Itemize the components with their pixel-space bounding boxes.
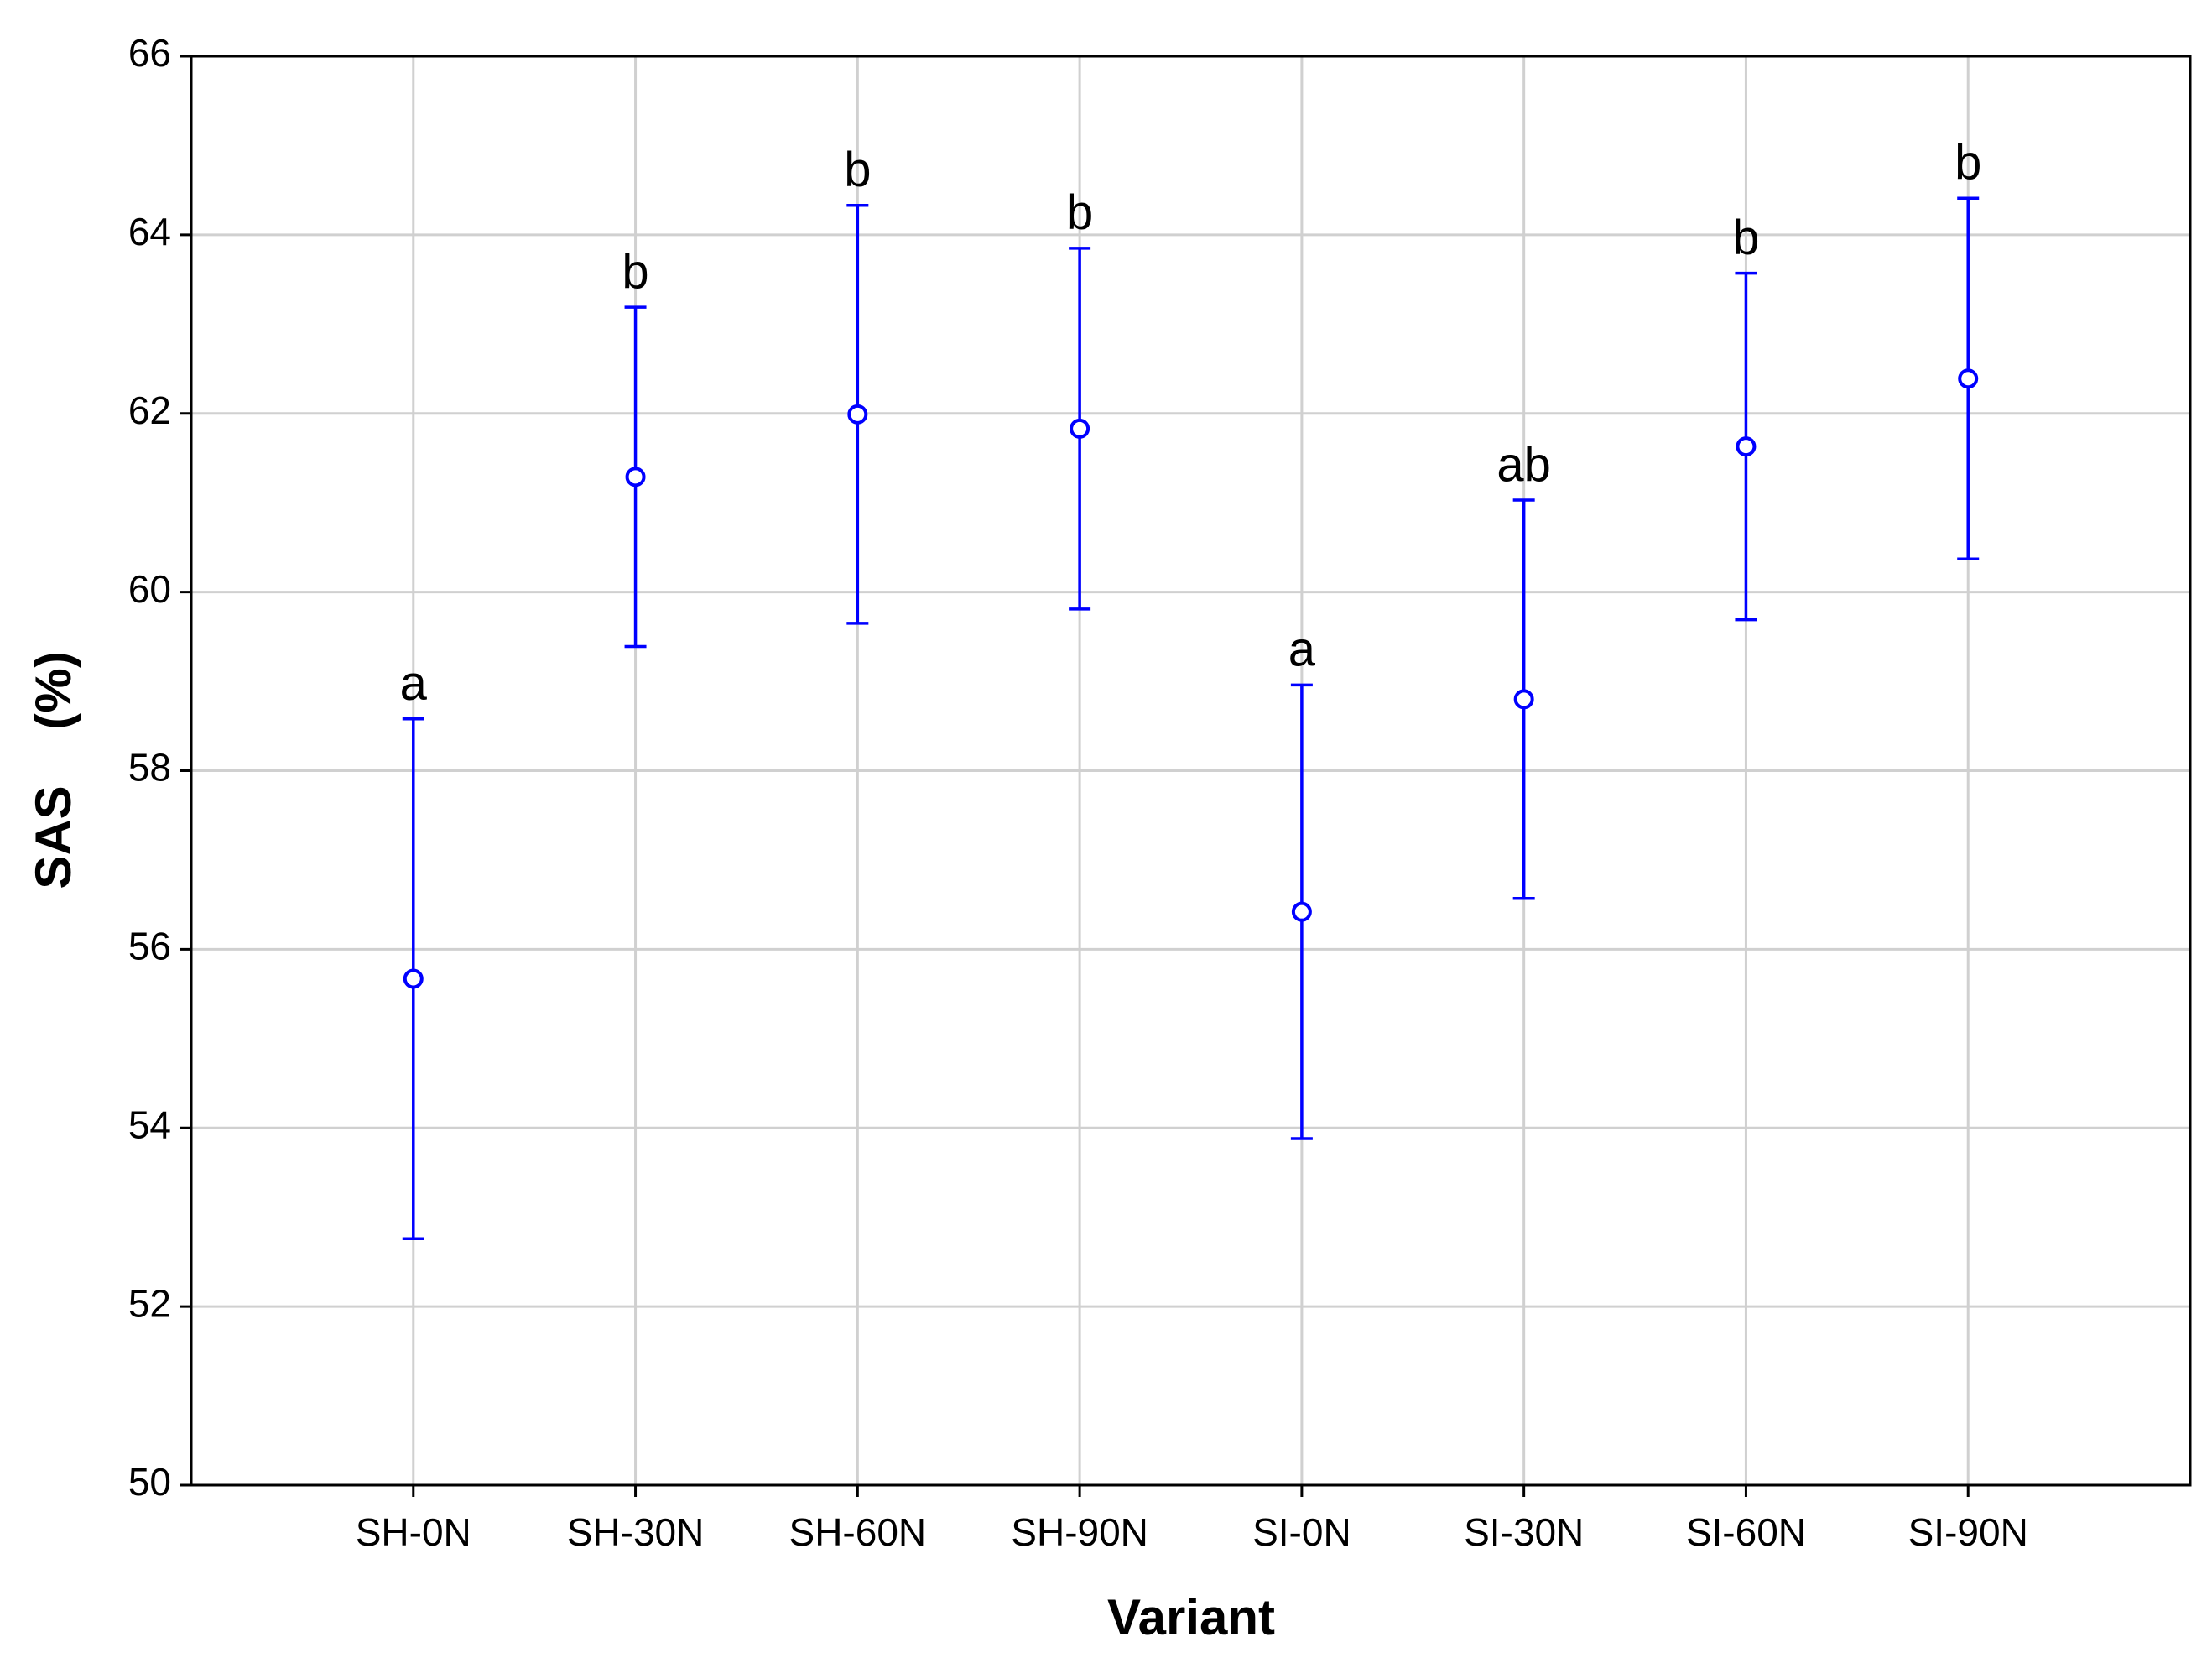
y-axis-title: SAS (%): [25, 651, 81, 889]
x-tick-label: SH-90N: [1011, 1510, 1148, 1554]
point: [625, 467, 646, 487]
y-tick-label: 50: [128, 1460, 171, 1504]
annotation: a: [1288, 623, 1316, 677]
x-tick-label: SH-30N: [567, 1510, 705, 1554]
annotation: b: [622, 244, 648, 299]
point: [1513, 689, 1534, 710]
x-tick-label: SI-60N: [1686, 1510, 1806, 1554]
x-tick-label: SH-60N: [789, 1510, 927, 1554]
y-tick-label: 60: [128, 567, 171, 611]
y-tick-label: 64: [128, 210, 171, 253]
point: [847, 404, 868, 425]
x-tick-label: SI-90N: [1908, 1510, 2028, 1554]
annotation: a: [400, 656, 428, 711]
y-tick-label: 54: [128, 1103, 171, 1146]
annotation: b: [1732, 211, 1759, 265]
point: [1736, 436, 1757, 457]
annotation: ab: [1496, 437, 1551, 492]
annotation: b: [1066, 185, 1093, 240]
annotation: b: [1954, 136, 1981, 190]
annotation: b: [844, 143, 871, 197]
y-tick-label: 62: [128, 388, 171, 432]
point: [1070, 418, 1090, 439]
x-axis-title: Variant: [1107, 1589, 1275, 1645]
point: [1291, 901, 1312, 922]
x-tick-label: SI-0N: [1252, 1510, 1351, 1554]
x-tick-label: SH-0N: [356, 1510, 471, 1554]
y-tick-label: 58: [128, 746, 171, 790]
point: [403, 968, 424, 989]
y-tick-label: 66: [128, 31, 171, 75]
y-tick-label: 52: [128, 1281, 171, 1325]
point: [1958, 368, 1979, 389]
y-tick-label: 56: [128, 925, 171, 968]
x-tick-label: SI-30N: [1464, 1510, 1584, 1554]
plot-frame: [190, 55, 2192, 1487]
